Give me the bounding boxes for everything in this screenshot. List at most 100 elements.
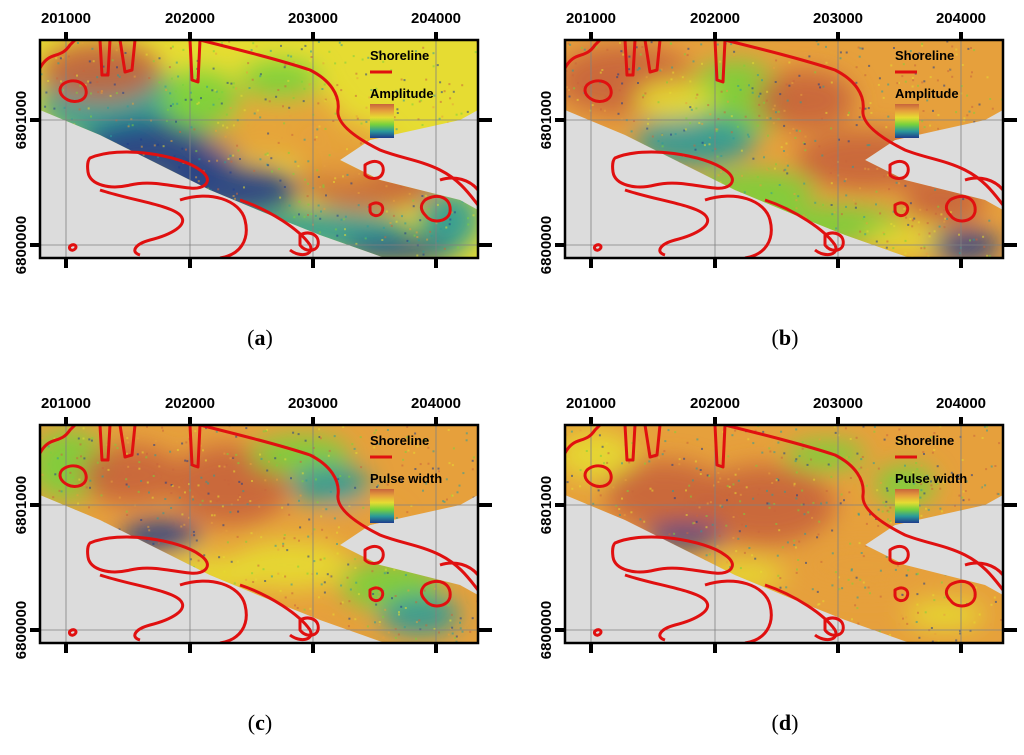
shoreline-path — [40, 425, 478, 591]
shoreline-path — [179, 579, 313, 643]
x-tick-label: 204000 — [936, 395, 986, 412]
map-svg-c: 201000 202000 203000 204000 6801000 6800000 Sh… — [13, 395, 492, 659]
caption-letter-d: d — [778, 710, 792, 735]
x-tick-label: 203000 — [288, 10, 338, 27]
legend-shoreline-label: Shoreline — [895, 433, 954, 448]
shoreline-path — [86, 535, 209, 575]
shoreline-path — [964, 176, 1003, 192]
shoreline-path — [593, 628, 603, 637]
shoreline-path — [888, 160, 910, 180]
shoreline-path — [565, 425, 1003, 591]
x-tick-label: 201000 — [566, 395, 616, 412]
shoreline-path — [368, 586, 385, 603]
shoreline-path — [565, 40, 1003, 206]
raster-field — [875, 465, 935, 505]
map-svg-b: 201000 202000 203000 204000 6801000 6800000 Sh… — [538, 10, 1017, 274]
legend-color-ramp — [370, 489, 394, 523]
x-tick-label: 203000 — [813, 10, 863, 27]
shoreline-path — [363, 160, 385, 180]
map-legend: Shoreline Amplitude — [895, 48, 959, 138]
shoreline-path — [893, 586, 910, 603]
map-svg-d: 201000 202000 203000 204000 6801000 6800000 Sh… — [538, 395, 1017, 659]
legend-layer-label: Pulse width — [370, 471, 442, 486]
map-legend: Shoreline Amplitude — [370, 48, 434, 138]
raster-field — [755, 70, 855, 130]
x-tick-label: 201000 — [41, 395, 91, 412]
shoreline-path — [99, 188, 184, 257]
shoreline-path — [624, 188, 709, 257]
shoreline-path — [823, 231, 845, 252]
x-tick-label: 202000 — [165, 10, 215, 27]
legend-color-ramp — [370, 104, 394, 138]
y-tick-label: 6801000 — [13, 91, 30, 149]
legend-shoreline-label: Shoreline — [895, 48, 954, 63]
map-border — [38, 38, 480, 260]
shoreline-path — [944, 195, 977, 223]
x-tick-label: 203000 — [288, 395, 338, 412]
shoreline-path — [86, 150, 209, 190]
shoreline-path — [40, 40, 478, 206]
legend-shoreline-label: Shoreline — [370, 433, 429, 448]
y-tick-label: 6800000 — [13, 216, 30, 274]
shoreline-path — [583, 464, 613, 489]
map-frame — [30, 32, 492, 268]
raster-field — [80, 445, 180, 505]
x-tick-label: 204000 — [936, 10, 986, 27]
raster-field — [160, 70, 240, 130]
axis-ticks — [30, 32, 492, 268]
y-tick-label: 6801000 — [13, 476, 30, 534]
legend-color-ramp — [895, 104, 919, 138]
shoreline-path — [58, 79, 88, 104]
x-tick-label: 201000 — [41, 10, 91, 27]
raster-field — [40, 40, 160, 100]
shoreline-path — [964, 561, 1003, 577]
shoreline-path — [179, 194, 313, 258]
shoreline-path — [611, 150, 734, 190]
legend-layer-label: Amplitude — [370, 86, 434, 101]
raster-field — [230, 540, 350, 590]
y-tick-label: 6800000 — [538, 601, 555, 659]
map-panel-c: 201000 202000 203000 204000 6801000 6800000 Sh… — [10, 385, 510, 755]
caption-letter-a: a — [254, 325, 266, 350]
raster-field — [240, 60, 320, 100]
y-tick-label: 6800000 — [13, 601, 30, 659]
x-tick-label: 203000 — [813, 395, 863, 412]
shoreline-path — [611, 535, 734, 575]
raster-field — [605, 460, 725, 530]
map-frame — [30, 417, 492, 653]
map-panel-d: 201000 202000 203000 204000 6801000 6800000 Sh… — [535, 385, 1024, 755]
shoreline-path — [704, 579, 838, 643]
shoreline-path — [68, 243, 78, 252]
shoreline-path — [439, 561, 478, 577]
map-border — [38, 423, 480, 645]
x-tick-label: 202000 — [690, 10, 740, 27]
raster-field — [290, 465, 370, 505]
caption-a: (a) — [247, 325, 273, 350]
map-legend: Shoreline Pulse width — [895, 433, 967, 523]
shoreline-path — [419, 195, 452, 223]
y-tick-label: 6800000 — [538, 216, 555, 274]
shoreline-path — [893, 201, 910, 218]
axis-ticks — [30, 417, 492, 653]
map-border — [563, 423, 1005, 645]
x-tick-label: 202000 — [690, 395, 740, 412]
caption-letter-b: b — [778, 325, 792, 350]
x-tick-label: 204000 — [411, 395, 461, 412]
shoreline-path — [593, 243, 603, 252]
x-tick-label: 202000 — [165, 395, 215, 412]
map-frame — [555, 417, 1017, 653]
shoreline-path — [298, 616, 320, 637]
shoreline-path — [944, 580, 977, 608]
x-tick-label: 204000 — [411, 10, 461, 27]
caption-letter-c: c — [255, 710, 265, 735]
y-tick-label: 6801000 — [538, 91, 555, 149]
x-tick-label: 201000 — [566, 10, 616, 27]
axis-ticks — [555, 417, 1017, 653]
map-panel-b: 201000 202000 203000 204000 6801000 6800000 Sh… — [535, 0, 1024, 370]
map-panel-a: 201000 202000 203000 204000 6801000 6800000 Sh… — [10, 0, 510, 370]
shoreline-layer — [40, 425, 478, 643]
shoreline-path — [888, 545, 910, 565]
caption-c: (c) — [247, 710, 273, 735]
shoreline-layer — [565, 425, 1003, 643]
grid-lines — [40, 40, 478, 258]
